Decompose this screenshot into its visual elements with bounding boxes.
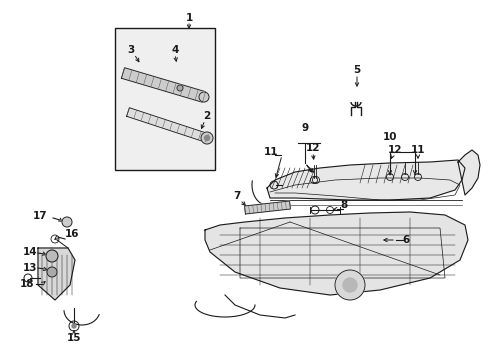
Text: 11: 11 — [410, 145, 425, 155]
Circle shape — [72, 324, 76, 328]
Text: 13: 13 — [23, 263, 37, 273]
Text: 6: 6 — [402, 235, 409, 245]
Circle shape — [62, 217, 72, 227]
Circle shape — [201, 132, 213, 144]
Text: 1: 1 — [185, 13, 192, 23]
Polygon shape — [121, 68, 205, 102]
Text: 3: 3 — [127, 45, 134, 55]
Text: 7: 7 — [233, 191, 240, 201]
Text: 10: 10 — [382, 132, 396, 142]
Circle shape — [334, 270, 364, 300]
Circle shape — [342, 278, 356, 292]
Text: 14: 14 — [22, 247, 37, 257]
Circle shape — [177, 85, 183, 91]
Text: 17: 17 — [33, 211, 47, 221]
Circle shape — [47, 267, 57, 277]
Text: 9: 9 — [301, 123, 308, 133]
Text: 18: 18 — [20, 279, 34, 289]
Text: 2: 2 — [203, 111, 210, 121]
Polygon shape — [204, 212, 467, 295]
Polygon shape — [244, 201, 290, 214]
Text: 11: 11 — [263, 147, 278, 157]
Polygon shape — [38, 248, 75, 300]
Text: 16: 16 — [64, 229, 79, 239]
Polygon shape — [457, 150, 479, 195]
Text: 12: 12 — [305, 143, 320, 153]
Circle shape — [46, 250, 58, 262]
Polygon shape — [126, 108, 208, 142]
Polygon shape — [266, 160, 464, 200]
Circle shape — [199, 92, 208, 102]
Bar — [115, 28, 215, 170]
Circle shape — [204, 135, 209, 140]
Text: 5: 5 — [353, 65, 360, 75]
Text: 4: 4 — [171, 45, 178, 55]
Text: 15: 15 — [67, 333, 81, 343]
Text: 12: 12 — [387, 145, 402, 155]
Text: 8: 8 — [340, 200, 347, 210]
